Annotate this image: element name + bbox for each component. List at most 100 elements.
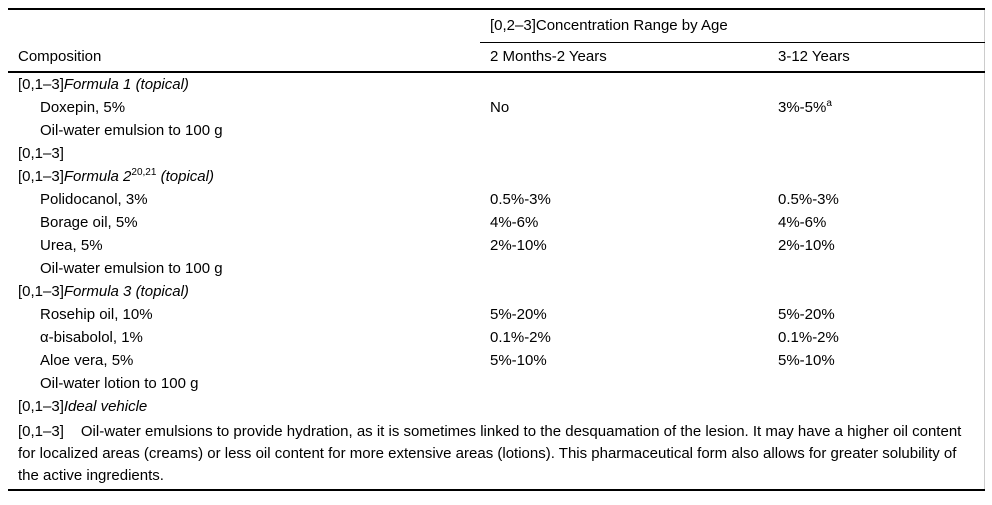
cell-range-2months-2years: 5%-20% (490, 306, 547, 323)
table-row: Doxepin, 5% No 3%-5%a (8, 96, 984, 119)
range-value: 4%-6% (778, 214, 827, 231)
range-value: 3%-5% (778, 99, 827, 116)
concentration-range-table: [0,2–3]Concentration Range by Age Compos… (8, 8, 985, 491)
row-ingredient-label: α-bisabolol, 1% (40, 329, 143, 346)
cell-range-3-12-years (768, 142, 984, 165)
column-header-composition: Composition (8, 42, 480, 73)
cell-range-3-12-years (768, 280, 984, 303)
row-prefix: [0,1–3] (18, 398, 64, 415)
cell-footnote-marker: a (826, 98, 832, 109)
row-ingredient-label: Oil-water emulsion to 100 g (40, 260, 223, 277)
table-row: Oil-water lotion to 100 g (8, 372, 984, 395)
cell-range-2months-2years (480, 395, 768, 418)
cell-range-3-12-years (768, 72, 984, 96)
row-ingredient-label: Polidocanol, 3% (40, 191, 148, 208)
row-formula-name: Formula 3 (topical) (63, 283, 189, 300)
table-row: Borage oil, 5% 4%-6% 4%-6% (8, 211, 984, 234)
cell-range-2months-2years: 0.5%-3% (490, 191, 551, 208)
row-prefix: [0,1–3] (18, 168, 64, 185)
row-prefix: [0,1–3] (18, 76, 64, 93)
row-ingredient-label: Oil-water emulsion to 100 g (40, 122, 223, 139)
cell-range-2months-2years (480, 280, 768, 303)
column-header-row: Composition 2 Months-2 Years 3-12 Years (8, 42, 985, 73)
cell-range-3-12-years (768, 257, 984, 280)
table-row: Aloe vera, 5% 5%-10% 5%-10% (8, 349, 984, 372)
table-row: [0,1–3]Formula 1 (topical) (8, 72, 984, 96)
cell-composition: Oil-water lotion to 100 g (8, 372, 480, 395)
row-ingredient-label: Borage oil, 5% (40, 214, 138, 231)
cell-range-2months-2years (480, 257, 768, 280)
cell-range-3-12-years (768, 119, 984, 142)
table-row: Urea, 5% 2%-10% 2%-10% (8, 234, 984, 257)
cell-range-3-12-years: 2%-10% (768, 234, 984, 257)
table-footnote-body: [0,1–3] Oil-water emulsions to provide hy… (8, 418, 984, 490)
row-prefix: [0,1–3] (18, 283, 64, 300)
cell-composition: [0,1–3]Formula 3 (topical) (8, 280, 480, 303)
range-value: 2%-10% (778, 237, 835, 254)
cell-range-3-12-years: 0.5%-3% (768, 188, 984, 211)
cell-range-3-12-years (768, 372, 984, 395)
table-row: α-bisabolol, 1% 0.1%-2% 0.1%-2% (8, 326, 984, 349)
cell-range-3-12-years (768, 165, 984, 188)
table-row: [0,1–3]Formula 220,21 (topical) (8, 165, 984, 188)
empty-header-cell (8, 9, 480, 42)
table-row: Oil-water emulsion to 100 g (8, 257, 984, 280)
cell-range-2months-2years: 4%-6% (490, 214, 539, 231)
cell-composition: Urea, 5% (8, 234, 480, 257)
range-value: 5%-10% (778, 352, 835, 369)
cell-range-2months-2years: 5%-10% (490, 352, 547, 369)
cell-composition: Rosehip oil, 10% (8, 303, 480, 326)
cell-composition: Aloe vera, 5% (8, 349, 480, 372)
footnote-row: [0,1–3] Oil-water emulsions to provide hy… (8, 418, 984, 490)
row-ingredient-label: Oil-water lotion to 100 g (40, 375, 199, 392)
cell-composition: Borage oil, 5% (8, 211, 480, 234)
cell-range-3-12-years: 5%-10% (768, 349, 984, 372)
footnote-cell: [0,1–3] Oil-water emulsions to provide hy… (8, 418, 984, 490)
row-formula-name: Formula 1 (topical) (63, 76, 189, 93)
column-header-2months-2years: 2 Months-2 Years (480, 42, 768, 73)
cell-range-3-12-years: 5%-20% (768, 303, 984, 326)
cell-range-2months-2years: 0.1%-2% (490, 329, 551, 346)
cell-composition: [0,1–3]Formula 220,21 (topical) (8, 165, 480, 188)
row-ingredient-label: Aloe vera, 5% (40, 352, 134, 369)
row-ingredient-label: Rosehip oil, 10% (40, 306, 153, 323)
range-value: 5%-20% (778, 306, 835, 323)
range-value: 0.1%-2% (778, 329, 839, 346)
table-header: [0,2–3]Concentration Range by Age Compos… (8, 9, 985, 73)
table-body: [0,1–3]Formula 1 (topical) Doxepin, 5% N… (8, 72, 984, 418)
cell-range-2months-2years (480, 142, 768, 165)
cell-range-3-12-years (768, 395, 984, 418)
footnote-prefix: [0,1–3] (18, 423, 64, 440)
row-prefix: [0,1–3] (18, 145, 64, 162)
cell-range-3-12-years: 4%-6% (768, 211, 984, 234)
cell-composition: [0,1–3] (8, 142, 480, 165)
row-ingredient-label: Urea, 5% (40, 237, 103, 254)
span-header-concentration-range: [0,2–3]Concentration Range by Age (480, 9, 985, 43)
row-citation-superscript: 20,21 (131, 167, 157, 178)
cell-composition: Polidocanol, 3% (8, 188, 480, 211)
footnote-text: Oil-water emulsions to provide hydration… (18, 423, 962, 484)
cell-composition: [0,1–3]Formula 1 (topical) (8, 72, 480, 96)
table-row: [0,1–3] (8, 142, 984, 165)
range-value: 0.5%-3% (778, 191, 839, 208)
span-header-row: [0,2–3]Concentration Range by Age (8, 9, 985, 43)
row-ingredient-label: Doxepin, 5% (40, 99, 126, 116)
table-row: Polidocanol, 3% 0.5%-3% 0.5%-3% (8, 188, 984, 211)
cell-range-2months-2years: No (490, 99, 510, 116)
table-row: [0,1–3]Formula 3 (topical) (8, 280, 984, 303)
cell-composition: [0,1–3]Ideal vehicle (8, 395, 480, 418)
row-formula-name: Ideal vehicle (63, 398, 148, 415)
cell-composition: α-bisabolol, 1% (8, 326, 480, 349)
table-row: Rosehip oil, 10% 5%-20% 5%-20% (8, 303, 984, 326)
table-row: [0,1–3]Ideal vehicle (8, 395, 984, 418)
cell-range-3-12-years: 0.1%-2% (768, 326, 984, 349)
column-header-3-12-years: 3-12 Years (768, 42, 985, 73)
cell-range-2months-2years (480, 165, 768, 188)
cell-range-2months-2years: 2%-10% (490, 237, 547, 254)
cell-range-2months-2years (480, 372, 768, 395)
row-formula-suffix: (topical) (156, 168, 214, 185)
table-row: Oil-water emulsion to 100 g (8, 119, 984, 142)
cell-range-2months-2years (480, 72, 768, 96)
cell-range-3-12-years: 3%-5%a (768, 96, 984, 119)
cell-composition: Oil-water emulsion to 100 g (8, 257, 480, 280)
